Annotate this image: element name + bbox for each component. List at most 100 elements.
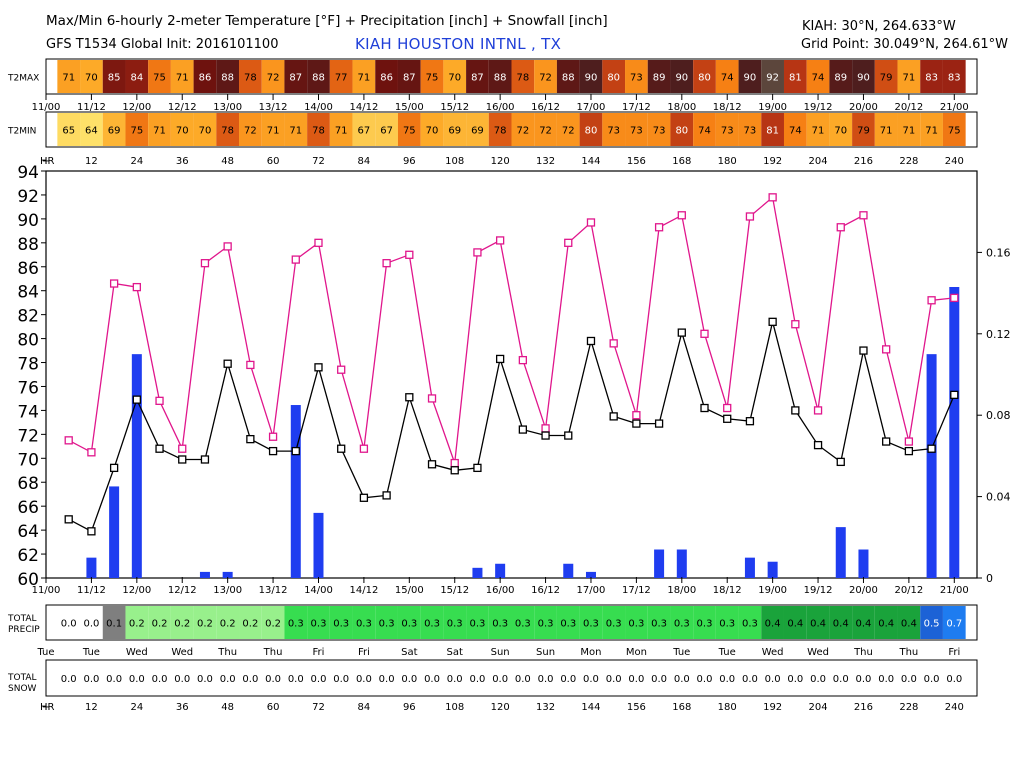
total-precip-value: 0.3 bbox=[469, 619, 485, 630]
total-precip-value: 0.4 bbox=[856, 619, 872, 630]
t2min-point bbox=[291, 446, 300, 456]
date-axis-main-label: 19/12 bbox=[804, 585, 833, 596]
date-axis-top-label: 13/00 bbox=[213, 102, 242, 113]
t2min-value: 67 bbox=[358, 126, 371, 137]
y-axis-label: 70 bbox=[17, 450, 39, 470]
hour-axis-bottom-hr-label: HR bbox=[40, 702, 55, 713]
date-axis-top-label: 16/00 bbox=[486, 102, 515, 113]
precip-bar bbox=[949, 286, 960, 578]
t2max-value: 71 bbox=[358, 73, 371, 84]
total-precip-value: 0.3 bbox=[742, 619, 758, 630]
total-precip-cell bbox=[942, 606, 966, 639]
hour-axis-top-label: 12 bbox=[85, 156, 98, 167]
total-snow-value: 0.0 bbox=[492, 674, 508, 685]
y-axis-label: 82 bbox=[17, 307, 39, 327]
t2max-point bbox=[518, 355, 528, 365]
day-label: Thu bbox=[217, 647, 237, 658]
t2max-value: 77 bbox=[335, 73, 348, 84]
total-precip-value: 0.4 bbox=[765, 619, 781, 630]
total-snow-value: 0.0 bbox=[742, 674, 758, 685]
total-snow-value: 0.0 bbox=[61, 674, 77, 685]
date-axis-main-label: 11/00 bbox=[32, 585, 61, 596]
total-snow-label: SNOW bbox=[8, 684, 37, 694]
t2min-cell bbox=[284, 113, 308, 146]
t2max-point bbox=[450, 458, 459, 468]
plot-frame bbox=[45, 170, 978, 579]
t2max-point bbox=[473, 248, 482, 257]
t2min-point bbox=[768, 317, 777, 326]
date-axis-main-label: 20/12 bbox=[894, 585, 923, 596]
t2max-cell bbox=[284, 60, 308, 93]
t2min-cell bbox=[897, 113, 921, 146]
day-label: Sun bbox=[536, 647, 555, 658]
total-precip-cell bbox=[57, 606, 81, 639]
t2max-point bbox=[541, 424, 550, 433]
hour-axis-top-label: 228 bbox=[899, 156, 918, 167]
t2min-point bbox=[450, 466, 459, 475]
hour-axis-top-label: 60 bbox=[267, 156, 280, 167]
t2min-value: 70 bbox=[834, 126, 847, 137]
t2min-point bbox=[791, 406, 800, 415]
t2min-value: 81 bbox=[766, 126, 779, 137]
day-label: Thu bbox=[898, 647, 918, 658]
total-snow-value: 0.0 bbox=[220, 674, 236, 685]
total-precip-cell bbox=[783, 606, 807, 639]
grid-point-location: Grid Point: 30.049°N, 264.61°W bbox=[801, 37, 1009, 52]
hour-axis-bottom-label: 96 bbox=[403, 702, 416, 713]
t2min-value: 70 bbox=[199, 126, 212, 137]
total-snow-label: TOTAL bbox=[7, 673, 37, 683]
t2min-value: 73 bbox=[653, 126, 666, 137]
total-snow-value: 0.0 bbox=[265, 674, 281, 685]
day-label: Tue bbox=[82, 647, 100, 658]
t2min-value: 73 bbox=[630, 126, 643, 137]
t2min-point bbox=[178, 455, 187, 464]
t2max-point bbox=[132, 282, 141, 292]
t2max-cell bbox=[897, 60, 921, 93]
hour-axis-top-label: 204 bbox=[809, 156, 828, 167]
t2min-cell bbox=[874, 113, 898, 146]
hour-axis-bottom-label: + bbox=[42, 702, 50, 713]
t2max-value: 72 bbox=[539, 73, 552, 84]
date-axis-top-label: 11/12 bbox=[77, 102, 106, 113]
total-precip-cell bbox=[284, 606, 308, 639]
precip-bar bbox=[109, 486, 120, 578]
total-precip-value: 0.2 bbox=[152, 619, 168, 630]
t2min-value: 78 bbox=[221, 126, 234, 137]
t2max-value: 80 bbox=[607, 73, 620, 84]
t2min-point bbox=[609, 412, 618, 421]
precip-bar bbox=[585, 571, 596, 578]
t2min-cell bbox=[443, 113, 467, 146]
t2max-point bbox=[700, 329, 709, 338]
t2max-point bbox=[950, 293, 959, 303]
t2max-cell bbox=[829, 60, 853, 93]
t2min-value: 70 bbox=[176, 126, 189, 137]
t2min-value: 73 bbox=[607, 126, 620, 137]
t2min-cell bbox=[193, 113, 217, 146]
date-axis-top-label: 12/12 bbox=[168, 102, 197, 113]
t2min-point bbox=[564, 431, 573, 440]
total-snow-value: 0.0 bbox=[469, 674, 485, 685]
total-precip-cell bbox=[443, 606, 467, 639]
hour-axis-top-label: 168 bbox=[672, 156, 691, 167]
day-label: Thu bbox=[263, 647, 283, 658]
day-label: Fri bbox=[313, 647, 325, 658]
t2min-point bbox=[541, 431, 550, 440]
total-snow-value: 0.0 bbox=[787, 674, 803, 685]
total-snow-value: 0.0 bbox=[765, 674, 781, 685]
t2max-point bbox=[314, 238, 323, 247]
t2min-point bbox=[268, 446, 278, 456]
total-precip-value: 0.2 bbox=[197, 619, 213, 630]
date-axis-top-label: 17/12 bbox=[622, 102, 651, 113]
hour-axis-bottom-label: 132 bbox=[536, 702, 555, 713]
t2max-point bbox=[495, 236, 505, 245]
hour-axis-bottom-label: 144 bbox=[581, 702, 600, 713]
date-axis-main-label: 18/00 bbox=[667, 585, 696, 596]
t2max-point bbox=[927, 296, 936, 305]
total-precip-value: 0.3 bbox=[651, 619, 667, 630]
t2min-cell bbox=[693, 113, 716, 146]
t2max-value: 90 bbox=[857, 73, 870, 84]
total-precip-value: 0.3 bbox=[515, 619, 531, 630]
hour-axis-bottom-label: 84 bbox=[358, 702, 371, 713]
t2min-value: 65 bbox=[62, 126, 75, 137]
hour-axis-top-label: 84 bbox=[358, 156, 371, 167]
